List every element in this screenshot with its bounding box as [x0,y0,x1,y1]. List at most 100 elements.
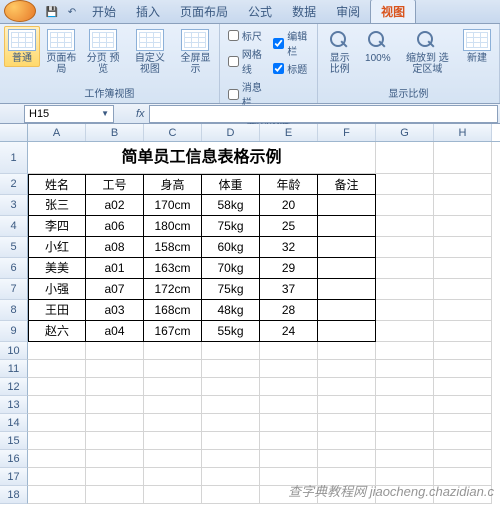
th[interactable]: 备注 [318,174,376,195]
cell[interactable] [28,432,86,450]
column-header[interactable]: G [376,124,434,141]
td-id[interactable]: a02 [86,195,144,216]
td-weight[interactable]: 70kg [202,258,260,279]
cell[interactable] [434,378,492,396]
cell[interactable] [376,195,434,216]
cell[interactable] [318,378,376,396]
th[interactable]: 姓名 [28,174,86,195]
cell[interactable] [434,258,492,279]
new-window-button[interactable]: 新建 [459,26,495,67]
td-note[interactable] [318,321,376,342]
view-normal-button[interactable]: 普通 [4,26,40,67]
td-name[interactable]: 张三 [28,195,86,216]
row-header[interactable]: 6 [0,258,28,279]
row-header[interactable]: 10 [0,342,28,360]
tab-data[interactable]: 数据 [282,0,326,23]
select-all-corner[interactable] [0,124,28,141]
cell[interactable] [144,432,202,450]
cell[interactable] [144,342,202,360]
cell[interactable] [260,396,318,414]
office-button[interactable] [4,0,36,22]
cell[interactable] [318,432,376,450]
td-weight[interactable]: 75kg [202,216,260,237]
tab-pagelayout[interactable]: 页面布局 [170,0,238,23]
cell[interactable] [376,360,434,378]
cell[interactable] [202,360,260,378]
row-header[interactable]: 14 [0,414,28,432]
cell[interactable] [86,486,144,504]
td-note[interactable] [318,258,376,279]
cell[interactable] [202,432,260,450]
check-formulabar[interactable]: 编辑栏 [273,28,308,58]
cell[interactable] [260,432,318,450]
cell[interactable] [376,321,434,342]
cell[interactable] [434,237,492,258]
cell[interactable] [28,468,86,486]
cell[interactable] [144,468,202,486]
cell[interactable] [28,414,86,432]
cell[interactable] [144,378,202,396]
check-ruler[interactable]: 标尺 [228,28,263,43]
row-header[interactable]: 17 [0,468,28,486]
cell[interactable] [28,378,86,396]
cell[interactable] [260,450,318,468]
column-header[interactable]: B [86,124,144,141]
cell[interactable] [86,414,144,432]
cell[interactable] [376,300,434,321]
cell[interactable] [434,396,492,414]
cell[interactable] [376,432,434,450]
row-header[interactable]: 18 [0,486,28,504]
td-weight[interactable]: 75kg [202,279,260,300]
cell[interactable] [202,486,260,504]
td-weight[interactable]: 48kg [202,300,260,321]
td-name[interactable]: 美美 [28,258,86,279]
row-header[interactable]: 1 [0,142,28,174]
cell[interactable] [376,279,434,300]
row-header[interactable]: 15 [0,432,28,450]
cell[interactable] [260,378,318,396]
cell[interactable] [376,450,434,468]
td-height[interactable]: 167cm [144,321,202,342]
cell[interactable] [434,279,492,300]
td-note[interactable] [318,195,376,216]
th[interactable]: 工号 [86,174,144,195]
zoom-selection-button[interactable]: 缩放到 选定区域 [398,26,457,78]
td-weight[interactable]: 58kg [202,195,260,216]
cell[interactable] [202,396,260,414]
cell[interactable] [86,360,144,378]
column-header[interactable]: H [434,124,492,141]
td-age[interactable]: 28 [260,300,318,321]
column-header[interactable]: D [202,124,260,141]
column-header[interactable]: F [318,124,376,141]
cell[interactable] [318,450,376,468]
view-fullscreen-button[interactable]: 全屏显示 [176,26,215,78]
check-headings[interactable]: 标题 [273,61,308,76]
fx-icon[interactable]: fx [132,108,149,120]
chevron-down-icon[interactable]: ▼ [101,109,109,118]
tab-home[interactable]: 开始 [82,0,126,23]
checkbox-icon[interactable] [273,38,284,49]
cell[interactable] [144,360,202,378]
checkbox-icon[interactable] [273,63,284,74]
td-height[interactable]: 158cm [144,237,202,258]
td-id[interactable]: a03 [86,300,144,321]
cell[interactable] [376,258,434,279]
td-name[interactable]: 李四 [28,216,86,237]
column-header[interactable]: A [28,124,86,141]
th[interactable]: 体重 [202,174,260,195]
cell[interactable] [144,396,202,414]
check-gridlines[interactable]: 网格线 [228,46,263,76]
td-name[interactable]: 王田 [28,300,86,321]
td-note[interactable] [318,300,376,321]
cell[interactable] [202,414,260,432]
row-header[interactable]: 11 [0,360,28,378]
cell[interactable] [28,342,86,360]
cell[interactable] [28,396,86,414]
cell[interactable] [376,342,434,360]
td-id[interactable]: a06 [86,216,144,237]
cell[interactable] [86,468,144,486]
td-id[interactable]: a01 [86,258,144,279]
cell[interactable] [434,360,492,378]
zoom-button[interactable]: 显示比例 [322,26,358,78]
checkbox-icon[interactable] [228,56,239,67]
